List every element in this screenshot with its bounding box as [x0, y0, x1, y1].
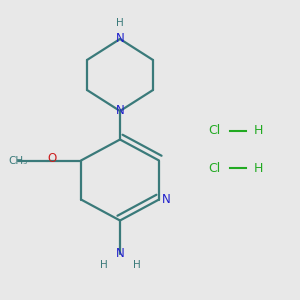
Text: H: H: [100, 260, 107, 271]
Text: H: H: [133, 260, 140, 271]
Text: H: H: [253, 124, 263, 137]
Text: O: O: [48, 152, 57, 166]
Text: N: N: [116, 32, 124, 46]
Text: H: H: [253, 161, 263, 175]
Text: Cl: Cl: [208, 124, 220, 137]
Text: H: H: [116, 17, 124, 28]
Text: Cl: Cl: [208, 161, 220, 175]
Text: N: N: [162, 193, 171, 206]
Text: N: N: [116, 104, 124, 118]
Text: CH₃: CH₃: [8, 155, 28, 166]
Text: N: N: [116, 247, 124, 260]
